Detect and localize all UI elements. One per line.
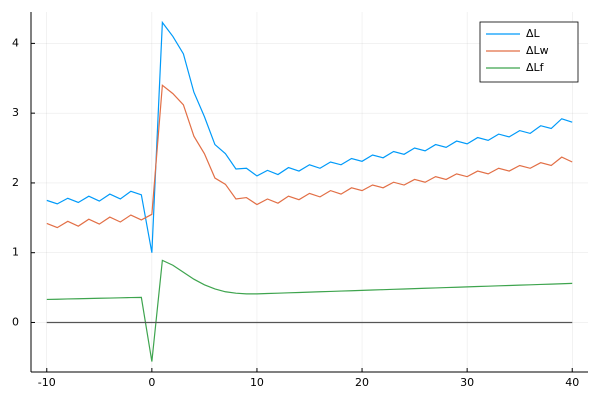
- x-tick-label: 30: [460, 376, 474, 389]
- y-tick-label: 1: [12, 246, 19, 259]
- series-line: [46, 84, 573, 229]
- y-tick-label: 4: [12, 36, 19, 49]
- legend-label: ΔL: [526, 27, 541, 40]
- y-tick-label: 3: [12, 106, 19, 119]
- y-tick-label: 2: [12, 176, 19, 189]
- x-tick-label: 40: [565, 376, 579, 389]
- legend-box: [479, 21, 579, 83]
- series-line: [46, 20, 573, 253]
- y-tick-label: 0: [12, 315, 19, 328]
- x-tick-label: 20: [355, 376, 369, 389]
- legend-label: ΔLw: [526, 44, 549, 57]
- series-line: [46, 259, 573, 362]
- legend-label: ΔLf: [526, 61, 545, 74]
- x-tick-label: 0: [148, 376, 155, 389]
- x-tick-label: 10: [250, 376, 264, 389]
- x-tick-label: -10: [38, 376, 56, 389]
